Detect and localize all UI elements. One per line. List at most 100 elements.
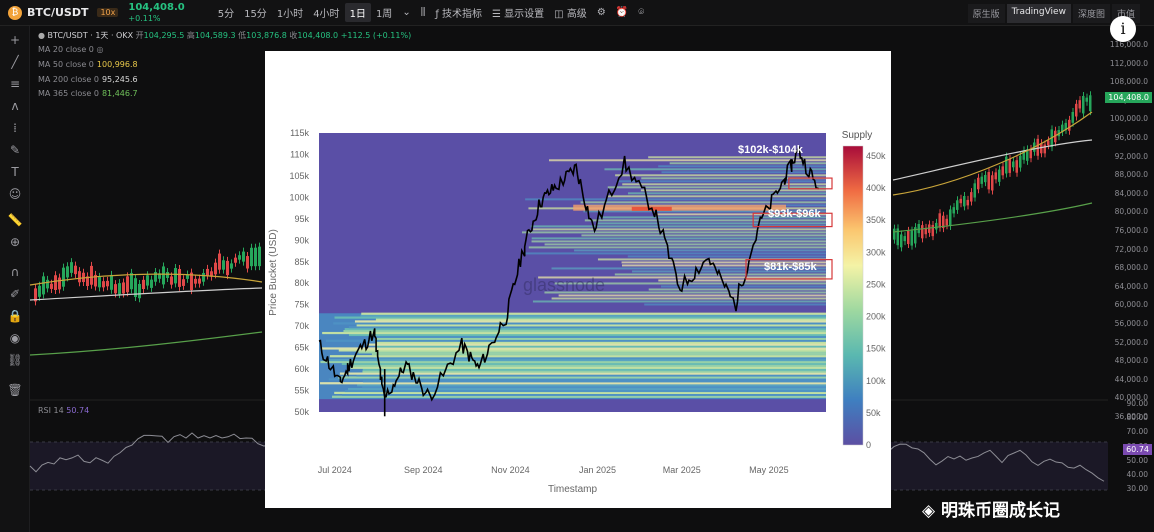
supply-band: [538, 276, 826, 279]
candle: [980, 176, 983, 184]
link-icon[interactable]: ⛓: [7, 353, 23, 367]
display-settings-label: 显示设置: [504, 9, 545, 20]
heatmap-svg: glassnode $102k-$104k $93k-$96k $81k-$85k 50…: [268, 128, 886, 495]
ma20-label: MA 20 close 0: [38, 45, 94, 54]
supply-band: [338, 349, 826, 352]
tab-native[interactable]: 原生版: [967, 4, 1005, 23]
candle: [1019, 155, 1022, 168]
ruler-icon[interactable]: 📏: [7, 213, 23, 227]
tf-1w[interactable]: 1周: [375, 9, 393, 20]
symbol-selector[interactable]: BTC/USDT: [27, 6, 89, 19]
candle-type-icon[interactable]: ⫼: [420, 7, 426, 18]
info-icon[interactable]: i: [1110, 16, 1136, 42]
price-tick: 52,000.0: [1114, 337, 1148, 347]
brush-icon[interactable]: ✎: [9, 143, 21, 157]
candle: [1064, 122, 1067, 130]
candle: [994, 172, 997, 180]
supply-band: [344, 328, 826, 331]
rsi-tick: 40.00: [1126, 470, 1148, 479]
ma50-legend[interactable]: MA 50 close 0 100,996.8: [38, 60, 138, 69]
lock-icon[interactable]: 🔒: [7, 309, 23, 323]
tf-4h[interactable]: 4小时: [313, 9, 340, 20]
chg-value: +112.5 (+0.11%): [340, 31, 412, 40]
supply-band: [343, 330, 826, 333]
candle: [1043, 144, 1046, 154]
price-axis[interactable]: 116,000.0112,000.0108,000.0104,000.0100,…: [1105, 26, 1154, 532]
supply-band: [362, 368, 826, 371]
candle: [142, 279, 145, 290]
supply-band: [607, 195, 826, 198]
x-tick-label: Jul 2024: [318, 465, 352, 475]
tf-1d[interactable]: 1日: [344, 3, 371, 22]
tab-tradingview[interactable]: TradingView: [1006, 4, 1071, 23]
gear-icon[interactable]: ⚙: [596, 7, 606, 18]
hlines-icon[interactable]: ≡: [9, 77, 21, 91]
leverage-badge[interactable]: 10x: [97, 8, 119, 17]
advanced-button[interactable]: ◫ 高级: [554, 9, 587, 20]
chevron-down-icon[interactable]: ⌄: [402, 7, 411, 18]
candle: [931, 224, 934, 237]
price-change: +0.11%: [128, 13, 161, 23]
zoom-icon[interactable]: ⊕: [9, 235, 21, 249]
colorbar-tick: 450k: [866, 151, 886, 161]
tab-depth[interactable]: 深度图: [1072, 4, 1110, 23]
candle: [963, 196, 966, 207]
eye-off-icon[interactable]: ◎: [96, 45, 104, 54]
crosshair-icon[interactable]: +: [9, 33, 21, 47]
tf-1h[interactable]: 1小时: [276, 9, 304, 20]
magnet-icon[interactable]: ∩: [10, 265, 20, 279]
candle: [134, 278, 137, 298]
y-tick-label: 70k: [294, 321, 309, 331]
candle: [977, 177, 980, 190]
candle: [991, 175, 994, 191]
ma20-legend[interactable]: MA 20 close 0 ◎: [38, 45, 103, 54]
supply-band: [548, 159, 826, 162]
eye-icon[interactable]: ◉: [9, 331, 21, 345]
ma365-value: 81,446.7: [101, 89, 138, 98]
alert-icon[interactable]: ⏰: [615, 7, 629, 18]
x-tick-label: Jan 2025: [579, 465, 616, 475]
ma200-legend[interactable]: MA 200 close 0 95,245.6: [38, 75, 138, 84]
colorbar-tick: 150k: [866, 344, 886, 354]
fib-icon[interactable]: ⁞: [13, 121, 17, 135]
lock-draw-icon[interactable]: ✐: [9, 287, 21, 301]
emoji-icon[interactable]: ☺: [8, 187, 22, 201]
ma365-legend[interactable]: MA 365 close 0 81,446.7: [38, 89, 138, 98]
display-settings-button[interactable]: ☰ 显示设置: [492, 9, 545, 20]
price-tick: 36,000.0: [1114, 412, 1148, 421]
price-tick: 88,000.0: [1114, 170, 1148, 180]
supply-band: [641, 177, 826, 180]
indicator-button[interactable]: ƒ 技术指标: [435, 9, 483, 20]
trendline-icon[interactable]: ╱: [11, 55, 19, 69]
supply-band: [658, 165, 826, 168]
candle: [900, 234, 903, 248]
price-tick: 100,000.0: [1109, 114, 1148, 124]
price-tick: 116,000.0: [1109, 40, 1148, 49]
supply-band: [531, 240, 826, 243]
supply-band: [604, 168, 826, 171]
candle: [154, 271, 157, 282]
trash-icon[interactable]: 🗑: [7, 383, 23, 397]
supply-band: [531, 237, 826, 240]
text-icon[interactable]: T: [11, 165, 19, 179]
btc-price-line: [318, 146, 820, 402]
camera-icon[interactable]: ⌾: [638, 7, 645, 18]
supply-band: [350, 366, 826, 369]
supply-band: [347, 387, 826, 391]
pattern-icon[interactable]: ᴧ: [11, 99, 19, 113]
supply-band: [523, 252, 826, 255]
supply-band: [607, 186, 826, 189]
ma50-value: 100,996.8: [96, 60, 138, 69]
tf-15m[interactable]: 15分: [244, 9, 267, 20]
supply-hotspot: [573, 204, 786, 211]
supply-band: [329, 358, 826, 362]
last-price-tag: 104,408.0: [1105, 92, 1152, 103]
high-label: 高: [186, 31, 195, 40]
rsi-legend[interactable]: RSI 14 50.74: [38, 406, 89, 415]
supply-band: [329, 355, 826, 358]
ma200-line: [892, 139, 1093, 181]
candle: [58, 277, 61, 290]
candle: [1089, 95, 1092, 112]
candle: [959, 198, 962, 204]
tf-5m[interactable]: 5分: [217, 9, 235, 20]
